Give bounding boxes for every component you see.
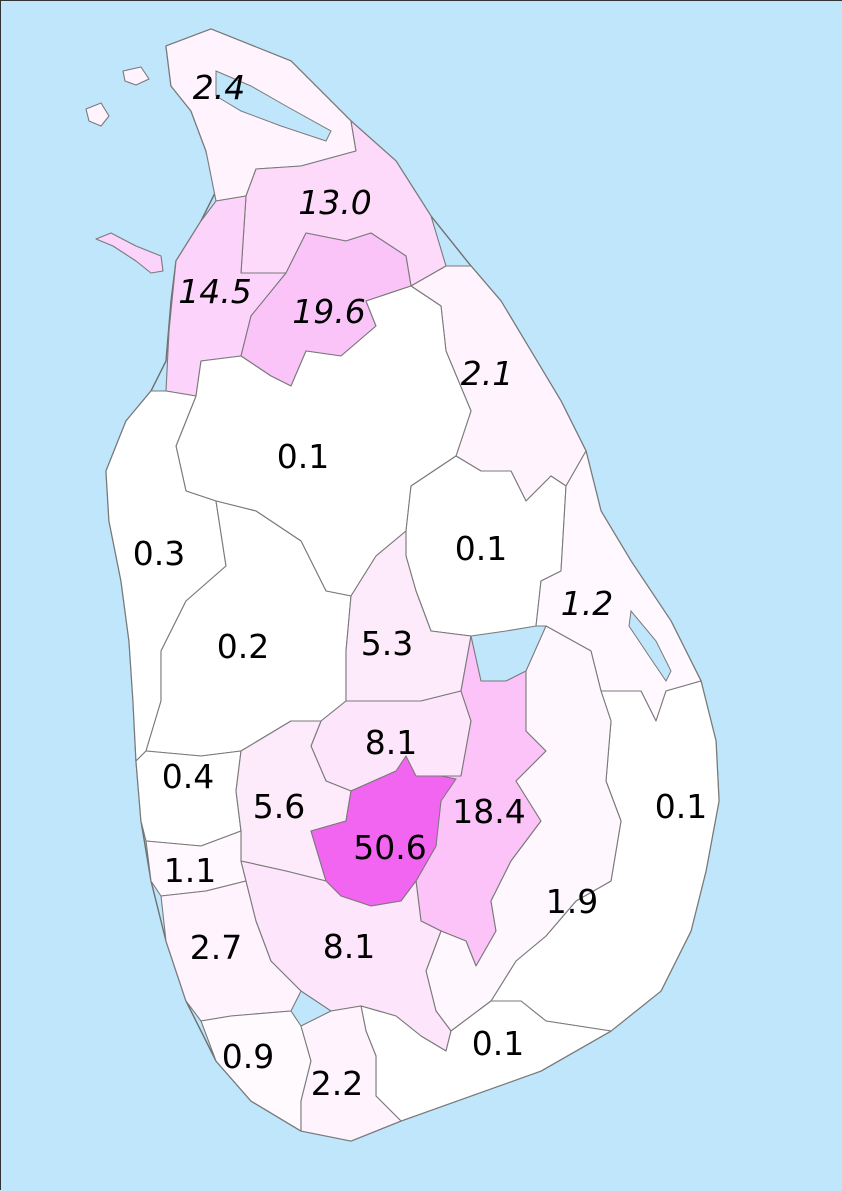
- batticaloa-lagoon: [628, 609, 672, 682]
- label-matale: 5.3: [361, 624, 413, 663]
- district-kalutara[interactable]: [160, 880, 302, 1022]
- label-jaffna: 2.4: [193, 68, 245, 107]
- label-hambantota: 0.1: [472, 1024, 524, 1063]
- kayts-island: [122, 66, 150, 86]
- label-vavuniya: 19.6: [292, 292, 365, 331]
- label-colombo: 1.1: [164, 851, 216, 890]
- label-kurunegala: 0.2: [217, 627, 269, 666]
- label-kegalle: 5.6: [253, 787, 305, 826]
- label-matara: 2.2: [311, 1064, 363, 1103]
- label-mannar: 14.5: [178, 272, 251, 311]
- label-puttalam: 0.3: [133, 534, 185, 573]
- district-ratnapura[interactable]: [240, 860, 452, 1052]
- label-monaragala: 1.9: [546, 882, 598, 921]
- label-kandy: 8.1: [365, 723, 417, 762]
- mannar-island: [95, 232, 164, 274]
- label-trincomalee: 2.1: [461, 354, 513, 393]
- jaffna-lagoon: [215, 70, 332, 142]
- label-batticaloa: 1.2: [561, 584, 613, 623]
- label-kalutara: 2.7: [190, 928, 242, 967]
- delft-island: [85, 102, 110, 127]
- label-polonnaruwa: 0.1: [455, 529, 507, 568]
- district-matara[interactable]: [300, 1005, 402, 1142]
- label-anuradhapura: 0.1: [277, 437, 329, 476]
- label-badulla: 18.4: [452, 792, 525, 831]
- label-ratnapura: 8.1: [323, 927, 375, 966]
- district-labels: 2.4 13.0 14.5 19.6 2.1 0.1 0.3 0.1 1.2 0…: [133, 68, 707, 1103]
- label-gampaha: 0.4: [162, 757, 214, 796]
- label-kilinochchi: 13.0: [298, 183, 371, 222]
- label-nuwara-eliya: 50.6: [353, 828, 426, 867]
- label-ampara: 0.1: [655, 787, 707, 826]
- label-galle: 0.9: [222, 1037, 274, 1076]
- district-nuwara-eliya[interactable]: [310, 755, 457, 907]
